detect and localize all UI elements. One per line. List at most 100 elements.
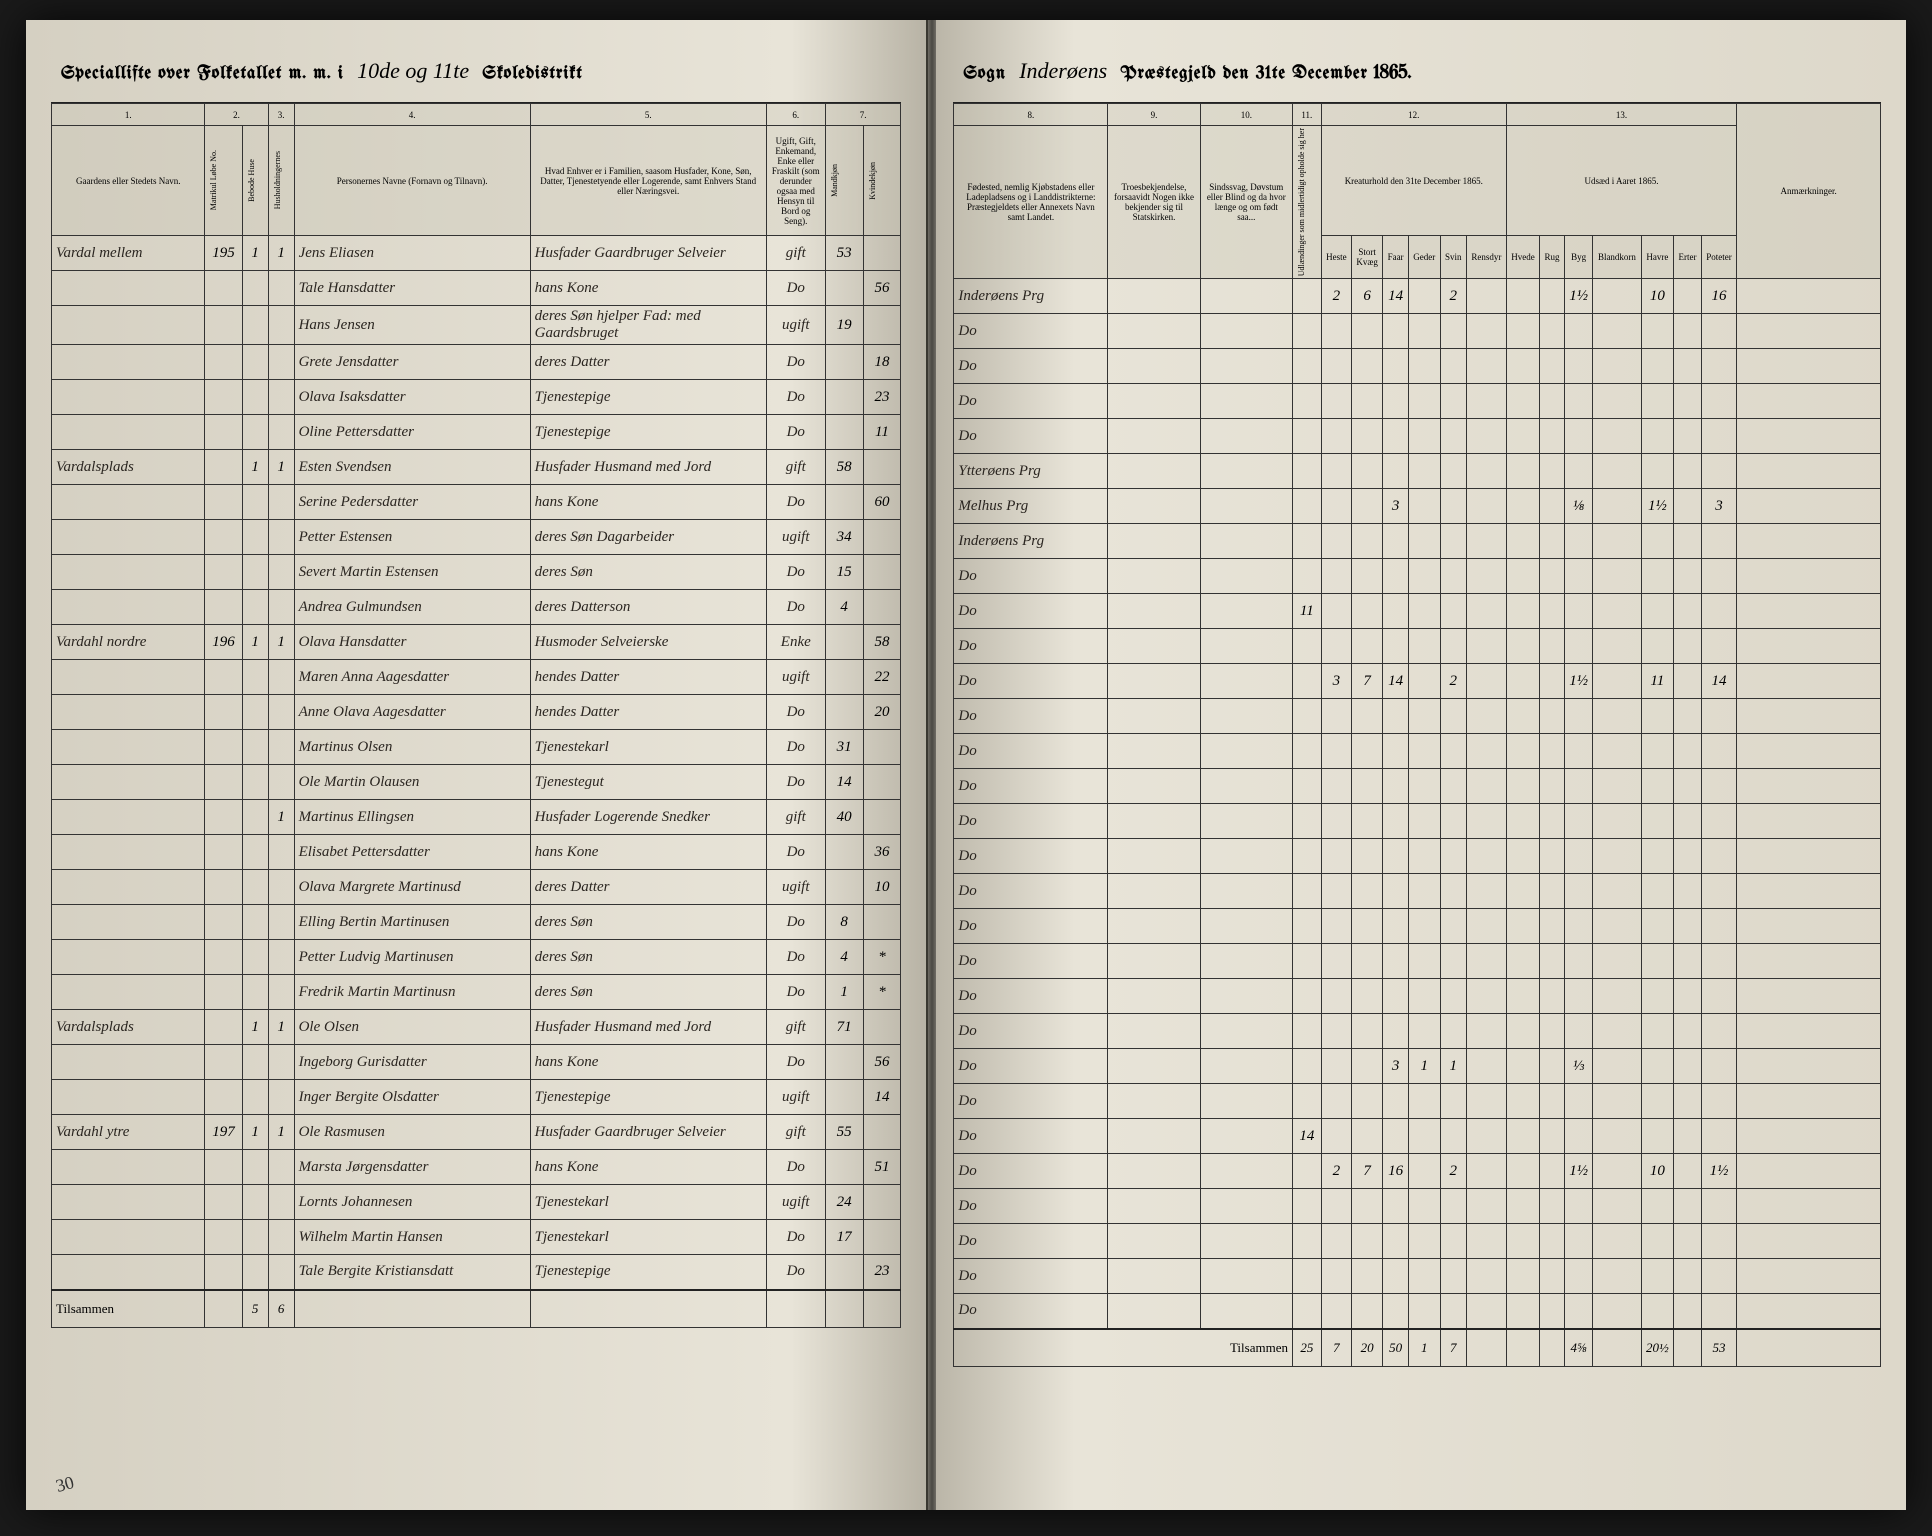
- cell-9: [1108, 559, 1200, 594]
- cell-11: [1292, 454, 1321, 489]
- cell-age-k: *: [863, 975, 901, 1010]
- cell-c12-5: [1466, 1154, 1506, 1189]
- cell-c12-5: [1466, 909, 1506, 944]
- cell-age-k: 14: [863, 1080, 901, 1115]
- cell-mno: [205, 975, 242, 1010]
- cell-c12-4: [1440, 734, 1466, 769]
- cell-c12-1: [1351, 559, 1382, 594]
- cell-mno: [205, 1045, 242, 1080]
- cell-c13-0: [1506, 699, 1539, 734]
- cell-remark: [1737, 1119, 1881, 1154]
- cell-name: Olava Hansdatter: [294, 625, 530, 660]
- cell-c13-5: [1674, 804, 1702, 839]
- cell-c12-2: [1383, 944, 1409, 979]
- cell-c12-3: [1408, 979, 1440, 1014]
- cell-c12-0: 2: [1321, 279, 1351, 314]
- cell-c13-4: [1641, 559, 1674, 594]
- cell-10: [1200, 1294, 1292, 1329]
- table-row: Ytterøens Prg: [954, 454, 1881, 489]
- cell-c12-1: [1351, 874, 1382, 909]
- cell-c13-3: [1593, 909, 1641, 944]
- cell-remark: [1737, 909, 1881, 944]
- cell-c13-0: [1506, 1224, 1539, 1259]
- cell-remark: [1737, 1294, 1881, 1329]
- cell-c13-2: [1564, 1119, 1592, 1154]
- cell-c13-1: [1540, 314, 1565, 349]
- cell-farm: [52, 1045, 205, 1080]
- cell-age-m: [825, 835, 863, 870]
- cell-age-k: 18: [863, 345, 901, 380]
- cell-c13-6: [1701, 874, 1736, 909]
- cell-c13-0: [1506, 804, 1539, 839]
- cell-c12-4: [1440, 524, 1466, 559]
- cell-c12-5: [1466, 559, 1506, 594]
- cell-birth: Do: [954, 909, 1108, 944]
- cell-rel: hendes Datter: [530, 695, 766, 730]
- cell-c12-2: [1383, 1119, 1409, 1154]
- cell-c13-1: [1540, 909, 1565, 944]
- cell-rel: deres Datter: [530, 870, 766, 905]
- cell-c13-5: [1674, 769, 1702, 804]
- cell-c13-1: [1540, 454, 1565, 489]
- cell-hh: [268, 485, 294, 520]
- cell-c13-6: [1701, 454, 1736, 489]
- cell-10: [1200, 489, 1292, 524]
- cell-hus: [242, 590, 268, 625]
- cell-c12-1: 6: [1351, 279, 1382, 314]
- cell-c13-6: [1701, 804, 1736, 839]
- colhead-3: Husholdningernes: [273, 151, 282, 209]
- table-row: Wilhelm Martin HansenTjenestekarlDo17: [52, 1220, 901, 1255]
- cell-c13-5: [1674, 944, 1702, 979]
- table-row: Petter Estensenderes Søn Dagarbeiderugif…: [52, 520, 901, 555]
- cell-age-k: [863, 730, 901, 765]
- cell-birth: Do: [954, 839, 1108, 874]
- cell-c13-1: [1540, 629, 1565, 664]
- colnum-8: 8.: [954, 104, 1108, 126]
- cell-rel: deres Søn: [530, 555, 766, 590]
- cell-c13-5: [1674, 1189, 1702, 1224]
- cell-11: [1292, 944, 1321, 979]
- cell-c13-3: [1593, 944, 1641, 979]
- cell-birth: Do: [954, 1294, 1108, 1329]
- colnum-12: 12.: [1321, 104, 1506, 126]
- table-row: Do: [954, 1224, 1881, 1259]
- cell-c12-5: [1466, 454, 1506, 489]
- cell-birth: Do: [954, 419, 1108, 454]
- cell-name: Ole Rasmusen: [294, 1115, 530, 1150]
- cell-9: [1108, 1259, 1200, 1294]
- cell-c13-0: [1506, 454, 1539, 489]
- cell-c12-0: [1321, 1049, 1351, 1084]
- colhead-7b: Kvindekjøn: [868, 162, 877, 200]
- cell-age-k: [863, 1115, 901, 1150]
- cell-c12-2: [1383, 874, 1409, 909]
- cell-remark: [1737, 839, 1881, 874]
- cell-10: [1200, 664, 1292, 699]
- table-row: Do: [954, 804, 1881, 839]
- cell-c12-2: [1383, 454, 1409, 489]
- cell-c12-3: [1408, 1294, 1440, 1329]
- cell-c13-1: [1540, 874, 1565, 909]
- colnum-5: 5.: [530, 104, 766, 126]
- cell-c12-4: 1: [1440, 1049, 1466, 1084]
- cell-name: Petter Estensen: [294, 520, 530, 555]
- cell-c13-4: [1641, 1049, 1674, 1084]
- cell-hh: [268, 660, 294, 695]
- cell-c13-2: [1564, 979, 1592, 1014]
- cell-age-m: 58: [825, 450, 863, 485]
- cell-mno: [205, 590, 242, 625]
- cell-c12-5: [1466, 1119, 1506, 1154]
- cell-c12-1: [1351, 1294, 1382, 1329]
- cell-c12-5: [1466, 769, 1506, 804]
- cell-c12-4: [1440, 874, 1466, 909]
- colnum-6: 6.: [766, 104, 825, 126]
- cell-hus: [242, 1150, 268, 1185]
- cell-c13-5: [1674, 1224, 1702, 1259]
- cell-c12-4: [1440, 839, 1466, 874]
- cell-hus: [242, 905, 268, 940]
- cell-c12-0: [1321, 384, 1351, 419]
- cell-farm: Vardahl nordre: [52, 625, 205, 660]
- table-row: Ingeborg Gurisdatterhans KoneDo56: [52, 1045, 901, 1080]
- cell-11: [1292, 559, 1321, 594]
- cell-rel: hans Kone: [530, 1045, 766, 1080]
- cell-c12-2: [1383, 384, 1409, 419]
